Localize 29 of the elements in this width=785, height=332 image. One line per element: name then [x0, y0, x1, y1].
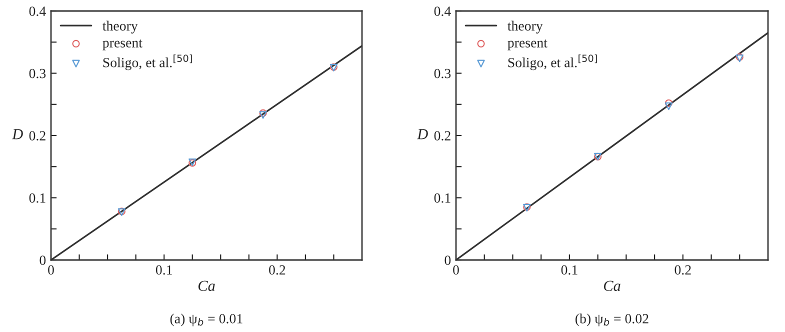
- legend-label: theory: [508, 20, 543, 34]
- y-tick-label: 0.4: [434, 6, 451, 16]
- y-tick-label: 0.2: [29, 131, 46, 141]
- text: (b) ψ$_{b}$ = 0.02: [576, 314, 648, 326]
- legend-label: Soligo, et al.$^{[50]}$: [508, 54, 597, 70]
- y-tick-label: 0: [40, 256, 46, 265]
- y-axis-title: D: [12, 129, 23, 140]
- x-axis-title: Ca: [198, 280, 215, 291]
- legend-label: theory: [102, 20, 138, 34]
- y-tick-label: 0.1: [434, 193, 450, 203]
- y-tick-label: 0.1: [29, 193, 46, 203]
- x-tick-label: 0.1: [156, 265, 172, 275]
- point: [664, 102, 673, 110]
- legend-label: present: [508, 40, 548, 50]
- x-tick-label: 0.2: [269, 265, 286, 275]
- legend-label: present: [102, 40, 142, 50]
- y-tick-label: 0: [444, 256, 451, 265]
- x-tick-label: 0: [48, 265, 54, 275]
- x-tick-label: 0.2: [674, 265, 691, 275]
- y-tick-label: 0.2: [434, 131, 450, 141]
- y-axis-title: D: [416, 129, 428, 140]
- y-tick-label: 0.3: [29, 68, 46, 78]
- x-axis-title: Ca: [604, 280, 620, 291]
- legend-label: Soligo, et al.$^{[50]}$: [103, 54, 192, 70]
- text: (a) ψ$_{b}$ = 0.01: [170, 314, 242, 326]
- x-tick-label: 0: [453, 265, 459, 275]
- y-tick-label: 0.4: [29, 6, 46, 16]
- x-tick-label: 0.1: [561, 265, 578, 275]
- y-tick-label: 0.3: [434, 68, 451, 78]
